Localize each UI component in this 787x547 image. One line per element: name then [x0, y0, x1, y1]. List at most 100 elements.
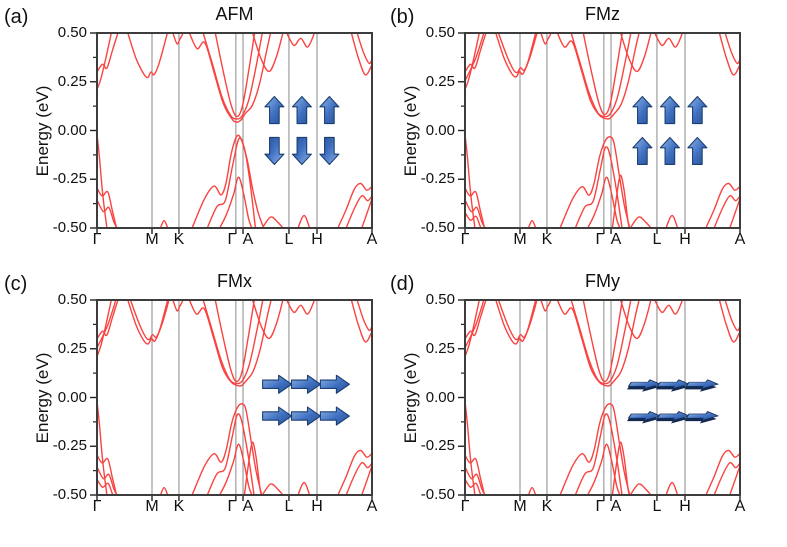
energy-tick-label: -0.50 — [52, 219, 87, 236]
band-lines-group — [97, 33, 372, 228]
kpoint-label: H — [311, 498, 323, 515]
energy-tick-label: 0.25 — [425, 339, 455, 357]
kpoint-label: H — [679, 231, 691, 248]
kpoint-label: A — [366, 231, 378, 248]
kpoint-label: K — [541, 498, 553, 515]
kpoint-label: A — [734, 498, 746, 515]
kpoint-label: L — [652, 231, 662, 248]
kpoint-label: Γ — [92, 498, 102, 515]
energy-tick-label: -0.50 — [52, 486, 87, 503]
energy-tick-label: 0.50 — [425, 291, 455, 308]
panel-b-title: FMz — [585, 4, 620, 24]
spin-right-arrow-icon — [290, 406, 322, 426]
energy-tick-label: -0.50 — [420, 486, 455, 503]
kpoint-label: Γ — [460, 231, 470, 248]
kpoint-label: M — [513, 498, 527, 515]
band-lines-group — [465, 33, 740, 228]
plot-frame — [464, 299, 741, 496]
kpoint-label: M — [145, 498, 159, 515]
band-structure-plot-a — [90, 32, 373, 234]
band-lines-group — [465, 300, 740, 495]
kpoint-label: A — [610, 231, 622, 248]
kpoint-label: A — [242, 498, 254, 515]
energy-tick-label: 0.00 — [425, 388, 455, 406]
kpoint-label: Γ — [227, 498, 237, 515]
energy-tick-label: 0.50 — [57, 291, 87, 308]
kpoint-label: A — [734, 231, 746, 248]
kpoint-label: M — [145, 231, 159, 248]
band-structure-plot-d — [458, 299, 741, 501]
spin-up-arrow-icon — [632, 136, 653, 166]
plot-frame — [96, 32, 373, 229]
kpoint-label: Γ — [227, 231, 237, 248]
panel-c-title: FMx — [217, 271, 252, 291]
energy-tick-label: 0.50 — [57, 24, 87, 41]
panel-d-title: FMy — [585, 271, 620, 291]
energy-tick-label: -0.25 — [420, 170, 455, 188]
kpoint-label: L — [284, 231, 294, 248]
spin-inplane-arrow-icon — [626, 411, 661, 424]
energy-tick-label: 0.00 — [425, 121, 455, 139]
spin-up-arrow-icon — [687, 95, 708, 125]
kpoint-label: K — [173, 231, 185, 248]
energy-tick-label: 0.00 — [57, 388, 87, 406]
kpoint-label: A — [242, 231, 254, 248]
kpoint-label: Γ — [595, 498, 605, 515]
spin-up-arrow-icon — [291, 95, 312, 125]
kpoint-label: Γ — [595, 231, 605, 248]
panel-b-tag: (b) — [390, 6, 415, 28]
kpoint-label: Γ — [92, 231, 102, 248]
spin-configuration-arrows — [626, 379, 719, 424]
spin-up-arrow-icon — [659, 136, 680, 166]
spin-down-arrow-icon — [319, 136, 340, 166]
kpoint-label: A — [610, 498, 622, 515]
spin-inplane-arrow-icon — [684, 411, 719, 424]
plot-frame — [464, 32, 741, 229]
energy-tick-label: -0.25 — [52, 170, 87, 188]
spin-configuration-arrows — [632, 95, 708, 166]
band-structure-plot-b — [458, 32, 741, 234]
kpoint-label: K — [541, 231, 553, 248]
spin-inplane-arrow-icon — [655, 379, 690, 392]
spin-right-arrow-icon — [290, 374, 322, 394]
spin-up-arrow-icon — [264, 95, 285, 125]
band-lines-group — [97, 300, 372, 495]
spin-up-arrow-icon — [319, 95, 340, 125]
plot-frame — [96, 299, 373, 496]
spin-configuration-arrows — [262, 374, 350, 426]
spin-configuration-arrows — [264, 95, 340, 166]
kpoint-label: K — [173, 498, 185, 515]
spin-right-arrow-icon — [319, 374, 350, 394]
kpoint-label: M — [513, 231, 527, 248]
spin-down-arrow-icon — [264, 136, 285, 166]
spin-right-arrow-icon — [262, 406, 293, 426]
energy-tick-label: -0.25 — [52, 437, 87, 455]
energy-tick-label: -0.50 — [420, 219, 455, 236]
kpoint-label: A — [366, 498, 378, 515]
kpoint-label: L — [284, 498, 294, 515]
energy-tick-label: -0.25 — [420, 437, 455, 455]
spin-up-arrow-icon — [687, 136, 708, 166]
kpoint-label: H — [679, 498, 691, 515]
energy-tick-label: 0.25 — [57, 339, 87, 357]
kpoint-label: L — [652, 498, 662, 515]
energy-tick-label: 0.00 — [57, 121, 87, 139]
kpoint-label: H — [311, 231, 323, 248]
spin-inplane-arrow-icon — [684, 379, 719, 392]
panel-d-tag: (d) — [390, 273, 415, 295]
spin-up-arrow-icon — [659, 95, 680, 125]
spin-up-arrow-icon — [632, 95, 653, 125]
panel-a-tag: (a) — [4, 6, 29, 28]
band-structure-plot-c — [90, 299, 373, 501]
spin-right-arrow-icon — [319, 406, 350, 426]
kpoint-label: Γ — [460, 498, 470, 515]
spin-inplane-arrow-icon — [626, 379, 661, 392]
energy-tick-label: 0.25 — [57, 72, 87, 90]
energy-tick-label: 0.50 — [425, 24, 455, 41]
spin-inplane-arrow-icon — [655, 411, 690, 424]
spin-down-arrow-icon — [291, 136, 312, 166]
spin-right-arrow-icon — [262, 374, 293, 394]
panel-c-tag: (c) — [4, 273, 28, 295]
energy-tick-label: 0.25 — [425, 72, 455, 90]
